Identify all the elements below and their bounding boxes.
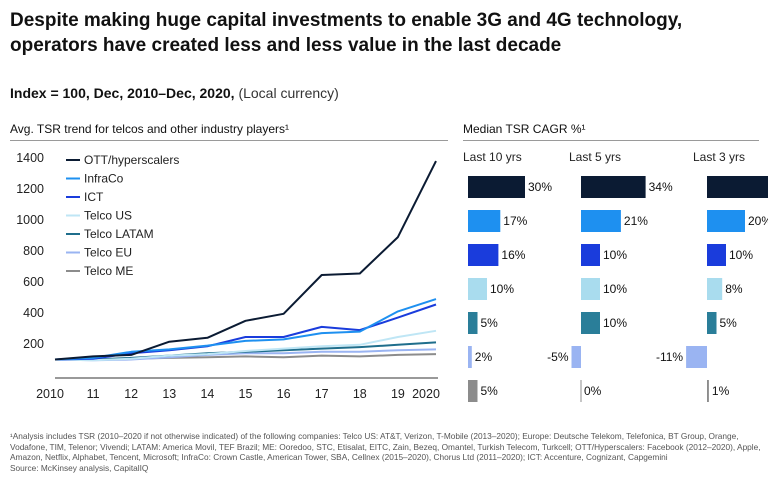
- bar-value-label: 8%: [725, 282, 743, 296]
- bar: [581, 244, 600, 266]
- x-tick-label: 19: [391, 387, 405, 401]
- y-tick-label: 200: [23, 337, 44, 351]
- line-chart-title: Avg. TSR trend for telcos and other indu…: [10, 122, 290, 136]
- legend-label: Telco EU: [84, 246, 132, 260]
- bar: [571, 346, 581, 368]
- bar: [581, 210, 621, 232]
- x-tick-label: 17: [315, 387, 329, 401]
- bar-value-label: -11%: [656, 350, 683, 364]
- bar: [581, 176, 646, 198]
- bar-chart-title: Median TSR CAGR %¹: [463, 122, 586, 136]
- subtitle-index-text: Index = 100, Dec, 2010–Dec, 2020,: [10, 85, 235, 101]
- bar: [707, 312, 717, 334]
- y-tick-label: 1200: [16, 182, 44, 196]
- bar: [581, 312, 600, 334]
- chart-subtitle: Index = 100, Dec, 2010–Dec, 2020, (Local…: [10, 85, 339, 101]
- bar-value-label: 1%: [712, 384, 730, 398]
- bar: [468, 244, 499, 266]
- x-tick-label: 2010: [36, 387, 64, 401]
- legend-label: Telco US: [84, 209, 132, 223]
- series-line: [54, 160, 437, 361]
- bar-value-label: 21%: [624, 214, 648, 228]
- x-tick-label: 16: [277, 387, 291, 401]
- footnote: ¹Analysis includes TSR (2010–2020 if not…: [10, 431, 762, 473]
- bar: [468, 312, 478, 334]
- legend-label: ICT: [84, 190, 104, 204]
- x-tick-label: 12: [124, 387, 138, 401]
- x-tick-label: 13: [162, 387, 176, 401]
- legend-label: Telco ME: [84, 264, 133, 278]
- source-text: Source: McKinsey analysis, CapitalIQ: [10, 462, 149, 473]
- bar-value-label: 10%: [729, 248, 753, 262]
- y-tick-label: 1400: [16, 151, 44, 165]
- legend-label: InfraCo: [84, 172, 124, 186]
- bar: [581, 278, 600, 300]
- bar-value-label: -5%: [547, 350, 569, 364]
- x-tick-label: 11: [87, 387, 100, 401]
- bar: [468, 278, 487, 300]
- bar-value-label: 34%: [649, 180, 673, 194]
- bar-value-label: 10%: [490, 282, 514, 296]
- x-tick-label: 14: [200, 387, 214, 401]
- bar-chart-divider: [463, 140, 759, 141]
- bar: [468, 176, 525, 198]
- bar: [707, 244, 726, 266]
- legend-label: OTT/hyperscalers: [84, 153, 179, 167]
- bar-value-label: 5%: [481, 384, 499, 398]
- bar-value-label: 17%: [503, 214, 527, 228]
- bar-value-label: 10%: [603, 282, 627, 296]
- period-label: Last 10 yrs: [463, 150, 522, 164]
- bar-value-label: 10%: [603, 248, 627, 262]
- bar-value-label: 10%: [603, 316, 627, 330]
- bar-value-label: 20%: [748, 214, 768, 228]
- x-tick-label: 2020: [412, 387, 440, 401]
- bar-value-label: 0%: [584, 384, 602, 398]
- series-line: [54, 298, 437, 361]
- bar: [707, 176, 768, 198]
- bar: [468, 346, 472, 368]
- y-tick-label: 600: [23, 275, 44, 289]
- chart-title: Despite making huge capital investments …: [10, 10, 683, 56]
- bar: [686, 346, 707, 368]
- subtitle-currency-note: (Local currency): [238, 85, 339, 101]
- x-tick-label: 18: [353, 387, 367, 401]
- bar: [468, 210, 501, 232]
- bar: [707, 278, 723, 300]
- bar-value-label: 30%: [528, 180, 552, 194]
- bar-value-label: 5%: [720, 316, 738, 330]
- bar-value-label: 5%: [481, 316, 499, 330]
- footnote-text: ¹Analysis includes TSR (2010–2020 if not…: [10, 431, 761, 463]
- legend-label: Telco LATAM: [84, 227, 154, 241]
- y-tick-label: 400: [23, 306, 44, 320]
- bar: [707, 210, 745, 232]
- bar-value-label: 2%: [475, 350, 493, 364]
- period-label: Last 5 yrs: [569, 150, 621, 164]
- period-label: Last 3 yrs: [693, 150, 745, 164]
- y-tick-label: 800: [23, 244, 44, 258]
- line-chart-divider: [10, 140, 448, 141]
- bar: [707, 380, 709, 402]
- bar-value-label: 16%: [501, 248, 525, 262]
- x-tick-label: 15: [239, 387, 253, 401]
- y-tick-label: 1000: [16, 213, 44, 227]
- series-line: [54, 329, 437, 362]
- bar: [468, 380, 478, 402]
